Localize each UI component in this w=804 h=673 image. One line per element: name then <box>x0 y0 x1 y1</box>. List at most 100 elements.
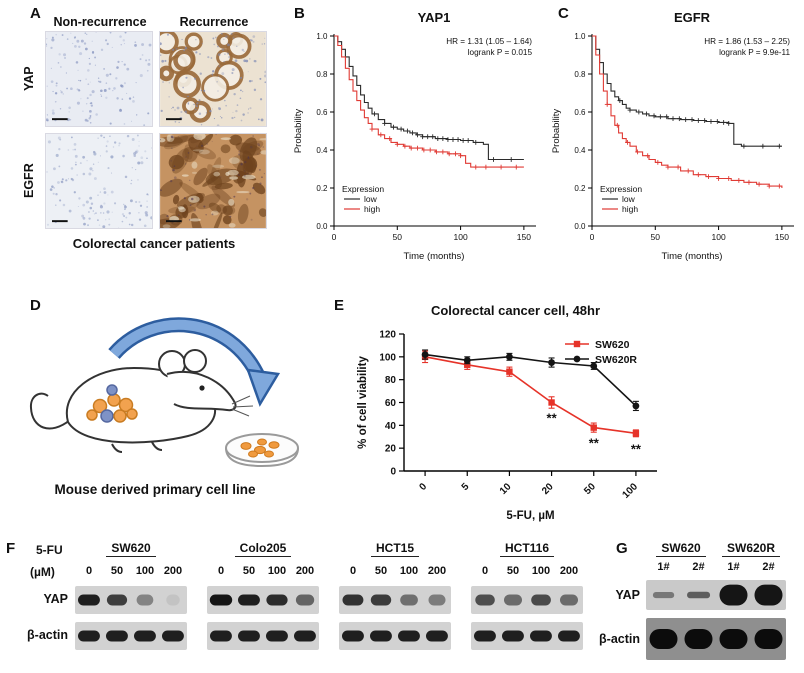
western-blot-actin-hct116 <box>471 622 583 650</box>
panel-a-caption: Colorectal cancer patients <box>72 236 236 251</box>
dose-label: 50 <box>506 565 520 577</box>
ihc-image-egfr-recurrence <box>159 133 267 229</box>
svg-text:EGFR: EGFR <box>674 10 711 25</box>
panel-g-actin-label: β-actin <box>599 632 640 646</box>
panel-f-yap-label: YAP <box>43 592 68 606</box>
svg-text:high: high <box>622 204 638 214</box>
svg-text:0.8: 0.8 <box>574 70 586 79</box>
dose-label: 200 <box>295 565 315 577</box>
svg-text:0.2: 0.2 <box>316 184 328 193</box>
mouse-ear <box>183 349 207 373</box>
svg-text:5-FU, µM: 5-FU, µM <box>506 510 554 522</box>
dose-label: 100 <box>135 565 155 577</box>
svg-text:Time (months): Time (months) <box>662 251 723 262</box>
viability-chart: 0 20 40 60 80 100 120 0 5 10 20 50 100 5-FU, µM % of c… <box>357 330 657 522</box>
lane-label: 1# <box>657 561 670 573</box>
panel-a-col-header-non-recurrence: Non-recurrence <box>53 15 147 29</box>
svg-text:% of cell viability: % of cell viability <box>357 356 369 449</box>
dose-label: 0 <box>217 565 225 577</box>
svg-text:high: high <box>364 204 380 214</box>
svg-text:1.0: 1.0 <box>316 32 328 41</box>
panel-b-label: B <box>294 5 305 22</box>
dose-label: 200 <box>559 565 579 577</box>
svg-text:logrank P = 0.015: logrank P = 0.015 <box>468 48 533 57</box>
cell-line-header-sw620: SW620 <box>75 541 187 557</box>
svg-text:0.0: 0.0 <box>574 222 586 231</box>
group-header-sw620r: SW620R <box>716 541 786 557</box>
western-blot-yap-hct116 <box>471 586 583 614</box>
dose-label: 0 <box>481 565 489 577</box>
svg-text:0.2: 0.2 <box>574 184 586 193</box>
ihc-image-yap-recurrence <box>159 31 267 127</box>
dose-label: 0 <box>85 565 93 577</box>
panel-f-treatment-label: 5-FU <box>36 543 63 557</box>
panel-f-label: F <box>6 540 16 557</box>
svg-text:0.6: 0.6 <box>316 108 328 117</box>
svg-text:0.4: 0.4 <box>574 146 586 155</box>
mouse-head <box>166 370 237 412</box>
mouse-eye <box>199 385 205 391</box>
svg-text:SW620R: SW620R <box>595 354 637 366</box>
panel-f-actin-label: β-actin <box>27 628 68 642</box>
cell-line-name: HCT15 <box>370 541 419 557</box>
cultured-cells <box>240 438 280 458</box>
cell-line-header-hct15: HCT15 <box>339 541 451 557</box>
svg-text:50: 50 <box>393 232 403 242</box>
svg-text:Expression: Expression <box>342 184 384 194</box>
svg-text:100: 100 <box>453 232 467 242</box>
dose-label: 50 <box>374 565 388 577</box>
western-blot-yap-sw620 <box>75 586 187 614</box>
km-plot-egfr: EGFR 0.0 0.2 0.4 0.6 0.8 1.0 0 50 100 150 Time (mon… <box>551 10 794 262</box>
ihc-image-egfr-non-recurrence <box>45 133 153 229</box>
dose-label: 50 <box>242 565 256 577</box>
svg-text:0: 0 <box>590 232 595 242</box>
svg-text:**: ** <box>631 441 642 456</box>
panel-a-label: A <box>30 5 41 22</box>
svg-text:0: 0 <box>390 467 396 478</box>
svg-text:50: 50 <box>651 232 661 242</box>
western-blot-actin-colo205 <box>207 622 319 650</box>
svg-text:5: 5 <box>460 481 472 493</box>
svg-text:50: 50 <box>582 481 598 497</box>
lane-label: 2# <box>692 561 705 573</box>
svg-text:10: 10 <box>498 481 514 497</box>
cell-line-name: Colo205 <box>234 541 292 557</box>
mouse-feet <box>111 441 163 453</box>
western-blot-actin-sw620-vs-sw620r <box>646 618 786 660</box>
lane-label: 1# <box>727 561 740 573</box>
cell-line-name: SW620 <box>106 541 156 557</box>
panel-d-label: D <box>30 297 41 314</box>
panel-a-row-label-egfr: EGFR <box>22 163 36 199</box>
svg-text:40: 40 <box>385 421 397 432</box>
svg-text:20: 20 <box>385 444 397 455</box>
svg-text:0.6: 0.6 <box>574 108 586 117</box>
lane-label: 2# <box>762 561 775 573</box>
panel-e-label: E <box>334 297 345 314</box>
svg-text:0: 0 <box>417 481 429 493</box>
svg-text:low: low <box>622 194 636 204</box>
dose-row-colo205: 0 50 100 200 <box>207 565 319 577</box>
svg-text:Probability: Probability <box>551 109 562 154</box>
western-blot-actin-hct15 <box>339 622 451 650</box>
svg-text:YAP1: YAP1 <box>418 10 451 25</box>
svg-text:20: 20 <box>540 481 556 497</box>
dose-label: 50 <box>110 565 124 577</box>
cell-line-name: HCT116 <box>499 541 555 557</box>
lane-label-row: 1# 2# 1# 2# <box>646 561 786 573</box>
mouse-whiskers <box>231 395 254 417</box>
svg-text:**: ** <box>547 411 558 426</box>
tumor-cell-cluster <box>86 384 138 423</box>
dose-label: 100 <box>531 565 551 577</box>
km-plot-yap1: YAP1 0.0 0.2 0.4 0.6 0.8 1.0 0 50 100 150 Time (mon… <box>293 10 536 262</box>
ihc-image-yap-non-recurrence <box>45 31 153 127</box>
svg-text:Expression: Expression <box>600 184 642 194</box>
svg-text:0.8: 0.8 <box>316 70 328 79</box>
svg-text:100: 100 <box>620 481 640 501</box>
cell-line-header-colo205: Colo205 <box>207 541 319 557</box>
mouse-diagram <box>29 317 299 468</box>
panel-g-label: G <box>616 540 628 557</box>
panel-d-caption: Mouse derived primary cell line <box>54 482 256 497</box>
svg-text:100: 100 <box>711 232 725 242</box>
dose-row-hct15: 0 50 100 200 <box>339 565 451 577</box>
